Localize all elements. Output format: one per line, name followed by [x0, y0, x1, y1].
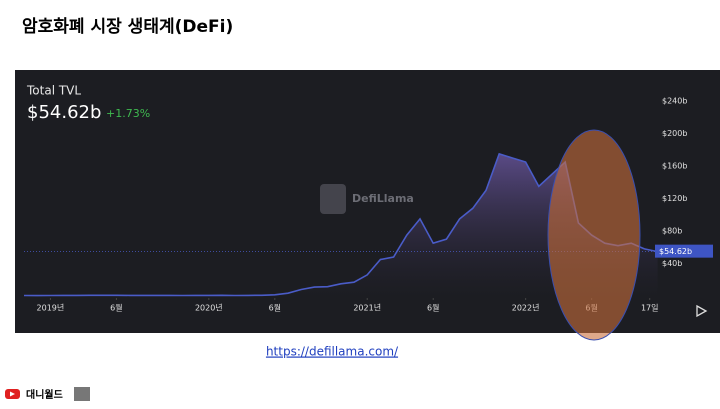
x-tick-label: 2020년	[195, 303, 223, 313]
x-tick-label: 2021년	[353, 303, 381, 313]
x-tick-label: 2022년	[512, 303, 540, 313]
current-value: $54.62b	[27, 102, 101, 123]
x-tick-label: 6월	[427, 303, 439, 313]
y-tick-label: $80b	[662, 227, 682, 236]
current-tag-label: $54.62b	[659, 247, 692, 256]
current-tag	[655, 244, 713, 258]
watermark: DefiLlama	[352, 192, 414, 205]
plot: $40b $80b $120b $160b $200b $240b 2019년 6월 2020년…	[23, 97, 713, 313]
link[interactable]: https://defillama.com/	[266, 345, 399, 359]
y-tick-label: $120b	[662, 194, 687, 203]
x-tick-label: 2019년	[37, 303, 65, 313]
y-tick-label: $240b	[662, 97, 687, 106]
highlight	[547, 129, 641, 341]
watermark-icon	[320, 184, 346, 214]
x-tick-label: 17일	[641, 304, 659, 313]
y-tick-label: $40b	[662, 259, 682, 268]
chart-title: Total TVL	[26, 84, 81, 98]
youtube-play	[10, 391, 15, 397]
footer: 대니월드	[26, 388, 63, 401]
x-tick-label: 6월	[110, 303, 122, 313]
line	[23, 152, 658, 297]
avatar	[74, 387, 90, 401]
y-tick-label: $160b	[662, 162, 687, 171]
play-icon[interactable]	[696, 304, 708, 318]
x-tick-label: 6월	[269, 303, 281, 313]
slide-title: 암호화폐 시장 생태계(DeFi)	[22, 17, 233, 37]
area	[24, 153, 658, 296]
change: +1.73%	[106, 107, 150, 120]
y-tick-label: $200b	[662, 129, 687, 138]
